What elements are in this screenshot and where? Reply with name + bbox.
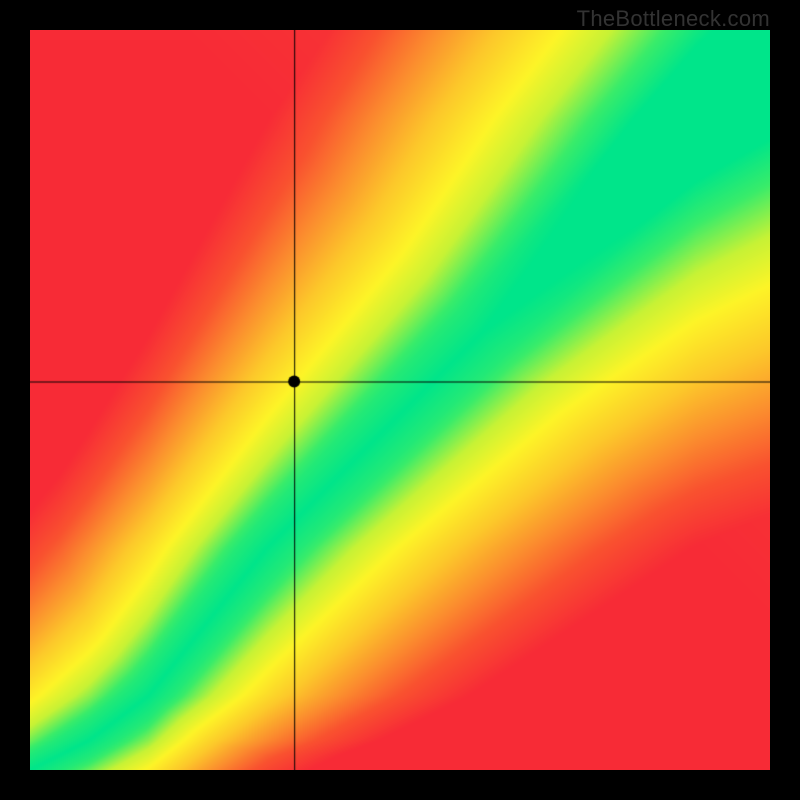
watermark-text: TheBottleneck.com: [577, 6, 770, 32]
bottleneck-heatmap: [30, 30, 770, 770]
heatmap-canvas: [30, 30, 770, 770]
